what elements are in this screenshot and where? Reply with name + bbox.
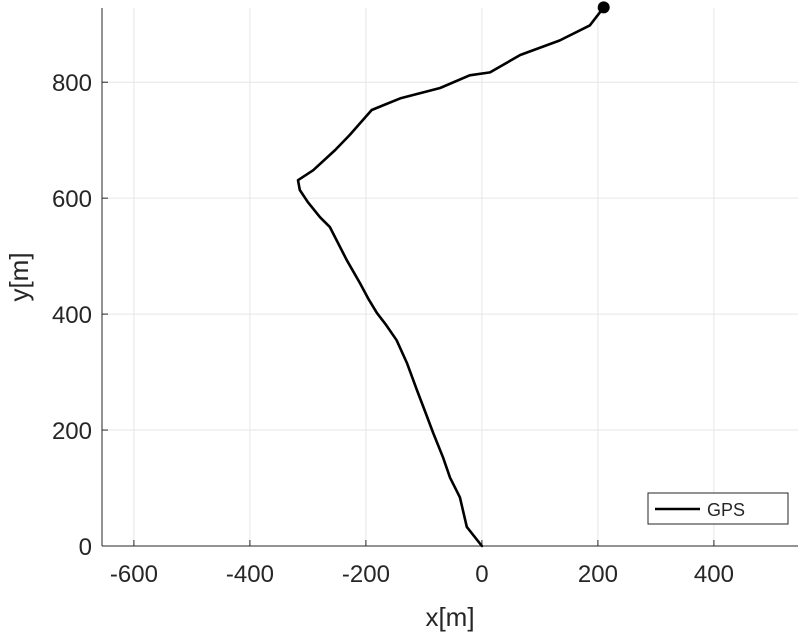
x-tick-label: -600 [110,561,158,588]
x-tick-label: -200 [342,561,390,588]
end-point-marker [597,1,610,14]
y-tick-label: 200 [52,418,92,445]
x-axis-label: x[m] [425,602,474,632]
y-tick-label: 0 [79,534,92,561]
legend-label-gps: GPS [707,500,745,520]
tick-labels: -600 -400 -200 0 200 400 0 200 400 600 800 [52,70,734,588]
x-tick-label: 200 [578,561,618,588]
x-tick-label: 400 [694,561,734,588]
series-line-gps [296,6,605,548]
y-axis-label: y[m] [4,252,34,301]
x-tick-label: -400 [226,561,274,588]
y-tick-label: 400 [52,302,92,329]
y-tick-label: 600 [52,186,92,213]
grid [102,8,798,547]
y-tick-label: 800 [52,70,92,97]
legend: GPS [647,492,789,525]
axes [101,8,798,547]
x-tick-label: 0 [475,561,488,588]
